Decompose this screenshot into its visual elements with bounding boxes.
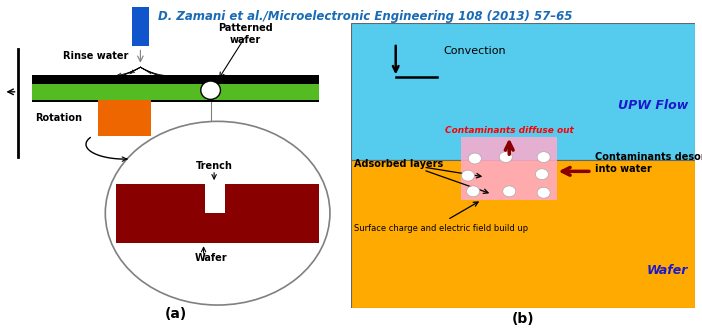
Circle shape — [536, 169, 548, 180]
Text: (b): (b) — [512, 312, 534, 326]
Text: Contaminants diffuse out: Contaminants diffuse out — [445, 126, 574, 135]
Text: Wafer: Wafer — [647, 264, 688, 277]
Circle shape — [468, 153, 482, 164]
Text: Patterned
wafer: Patterned wafer — [218, 23, 273, 45]
Bar — [351, 23, 695, 160]
Bar — [32, 84, 319, 100]
Circle shape — [503, 186, 516, 197]
Text: (a): (a) — [164, 307, 187, 321]
Circle shape — [201, 81, 220, 99]
Text: Rotation: Rotation — [35, 113, 82, 123]
Bar — [132, 7, 150, 46]
Circle shape — [461, 170, 475, 181]
Bar — [351, 160, 695, 308]
Text: D. Zamani et al./Microelectronic Engineering 108 (2013) 57–65: D. Zamani et al./Microelectronic Enginee… — [158, 10, 572, 23]
Text: Rinse water: Rinse water — [63, 51, 128, 61]
Text: Trench: Trench — [196, 161, 232, 171]
Bar — [206, 184, 225, 213]
Text: UPW Flow: UPW Flow — [618, 99, 688, 112]
Text: Surface charge and electric field build up: Surface charge and electric field build … — [355, 224, 529, 233]
Bar — [116, 184, 319, 243]
Bar — [98, 100, 151, 136]
Circle shape — [537, 152, 550, 162]
Ellipse shape — [105, 121, 330, 305]
Text: Wafer: Wafer — [194, 253, 227, 263]
Bar — [461, 137, 557, 200]
Circle shape — [467, 186, 479, 197]
Circle shape — [499, 152, 512, 162]
Text: Adsorbed layers: Adsorbed layers — [355, 159, 444, 169]
Bar — [32, 100, 319, 102]
Bar — [32, 75, 319, 84]
Text: Contaminants desorb
into water: Contaminants desorb into water — [595, 152, 702, 174]
Text: Convection: Convection — [444, 47, 507, 56]
Circle shape — [537, 187, 550, 198]
